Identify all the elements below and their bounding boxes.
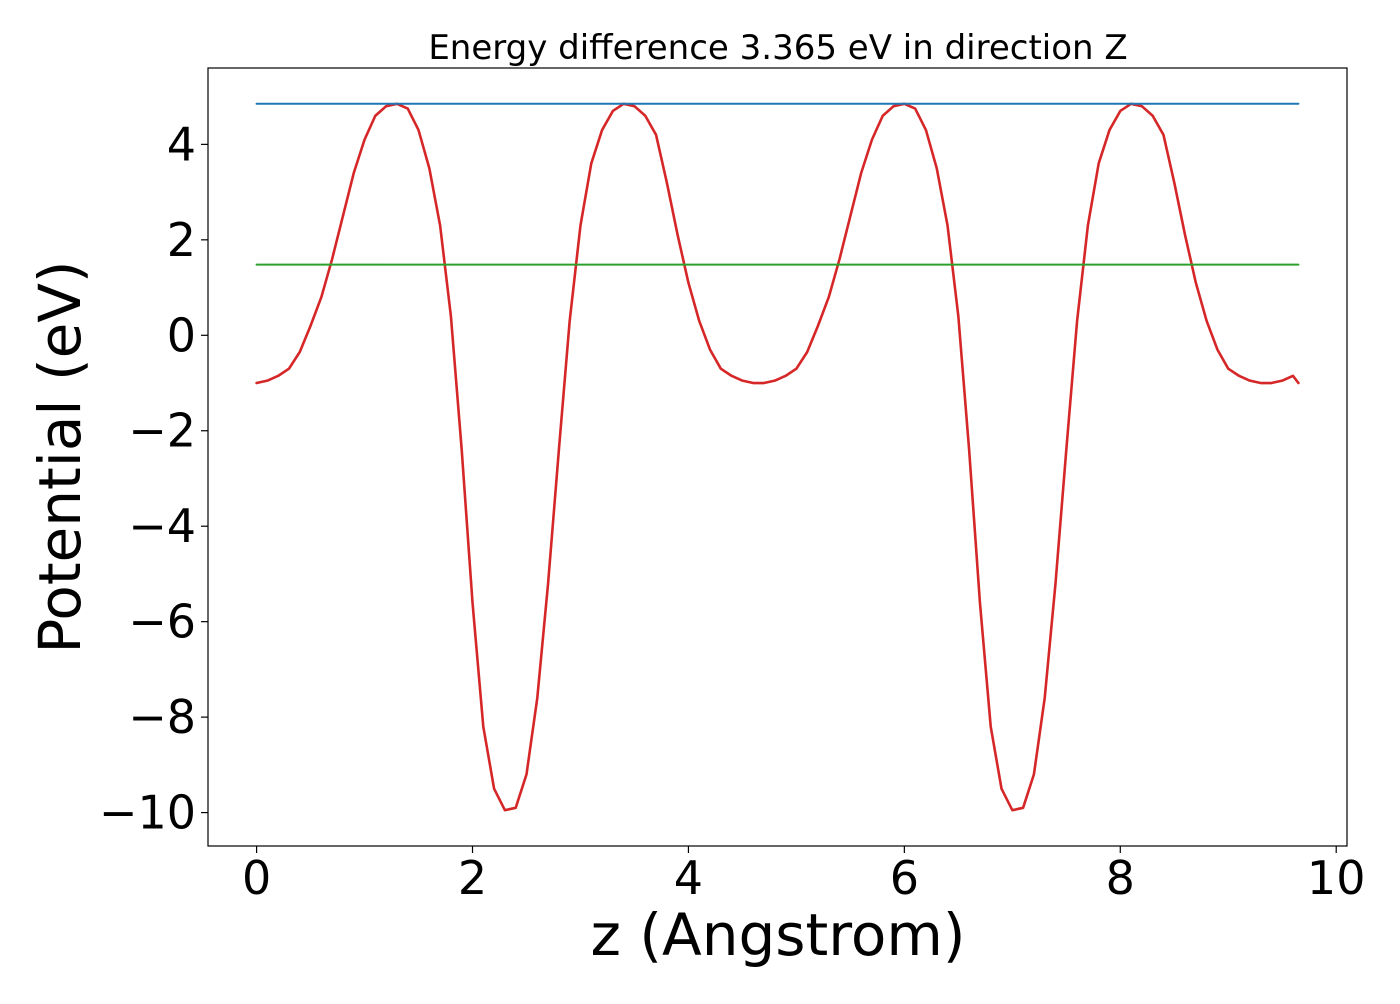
y-axis-label: Potential (eV)	[26, 260, 94, 653]
chart-title: Energy difference 3.365 eV in direction …	[428, 28, 1127, 68]
plot-frame	[207, 67, 1348, 847]
x-axis-ticks: 0 2 4 6 8 10	[242, 846, 1366, 905]
x-tick-label: 10	[1307, 851, 1366, 905]
y-tick-label: 2	[167, 213, 196, 267]
y-axis-ticks: 4 2 0 −2 −4 −6 −8 −10	[99, 117, 208, 840]
x-tick-label: 4	[674, 851, 703, 905]
plot-area	[207, 67, 1348, 847]
y-tick-label: 0	[167, 308, 196, 362]
x-tick-label: 2	[458, 851, 487, 905]
y-tick-label: −10	[99, 786, 196, 840]
y-tick-label: −8	[128, 690, 196, 744]
x-tick-label: 8	[1106, 851, 1135, 905]
y-tick-label: 4	[167, 117, 196, 171]
y-tick-label: −6	[128, 595, 196, 649]
x-tick-label: 0	[242, 851, 271, 905]
series-line-potential	[255, 102, 1300, 812]
x-tick-label: 6	[890, 851, 919, 905]
series-layer	[255, 102, 1300, 812]
x-axis-label: z (Angstrom)	[591, 901, 966, 969]
y-tick-label: −2	[128, 404, 196, 458]
y-tick-label: −4	[128, 499, 196, 553]
